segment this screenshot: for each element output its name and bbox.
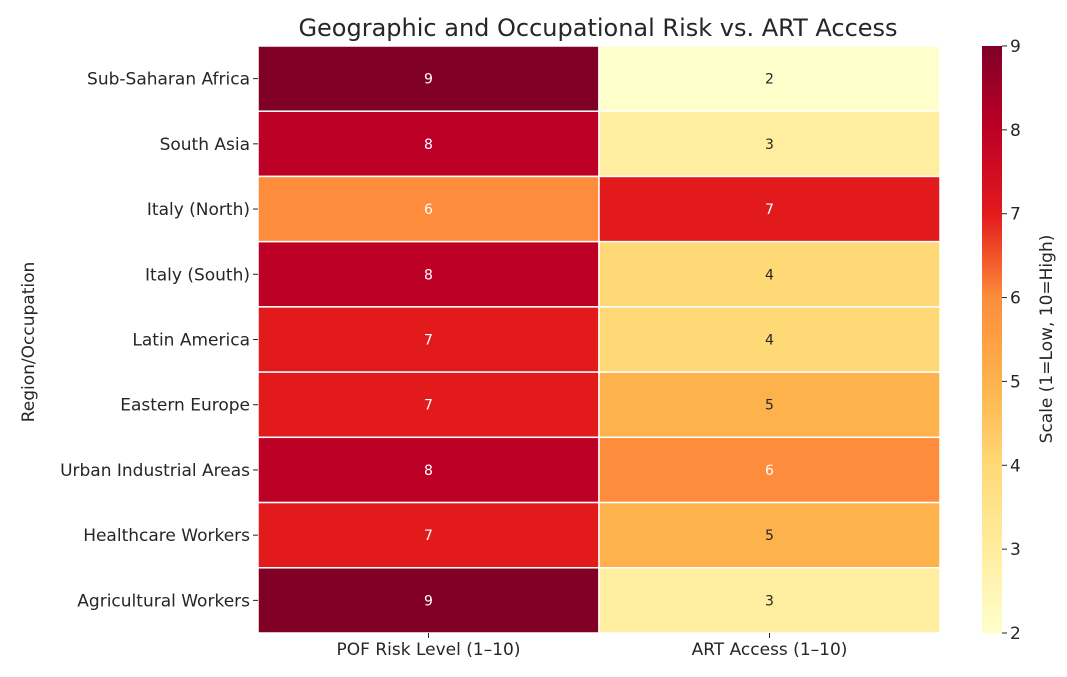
y-axis-label: Region/Occupation <box>19 262 39 423</box>
cell-value-label: 4 <box>765 333 774 349</box>
colorbar-tick-label: 5 <box>1010 372 1021 392</box>
heatmap-cell <box>257 175 600 243</box>
row-label: South Asia <box>160 135 250 155</box>
cell-value-label: 2 <box>765 72 774 88</box>
row-label: Italy (North) <box>147 200 250 220</box>
cell-value-label: 9 <box>424 593 433 609</box>
cell-value-label: 8 <box>424 137 433 153</box>
chart-title: Geographic and Occupational Risk vs. ART… <box>298 14 897 42</box>
cell-value-label: 7 <box>765 202 774 218</box>
cell-value-label: 7 <box>424 333 433 349</box>
colorbar-gradient <box>982 46 1002 633</box>
row-labels: Sub-Saharan Africa South Asia Italy (North… <box>60 70 258 611</box>
row-label: Urban Industrial Areas <box>60 461 250 481</box>
cell-value-label: 6 <box>765 463 774 479</box>
colorbar-tick-label: 7 <box>1010 205 1021 225</box>
cell-value-label: 5 <box>765 528 774 544</box>
heatmap-cell <box>257 45 600 112</box>
colorbar: 2 3 4 5 6 7 8 9 <box>982 37 1021 644</box>
heatmap-cell <box>598 45 941 112</box>
heatmap-cell <box>598 567 941 634</box>
colorbar-tick-label: 3 <box>1010 540 1021 560</box>
cell-value-label: 7 <box>424 528 433 544</box>
column-label: POF Risk Level (1–10) <box>337 640 521 660</box>
heatmap-cell <box>598 501 941 569</box>
colorbar-tick-label: 2 <box>1010 624 1021 644</box>
row-label: Healthcare Workers <box>83 526 250 546</box>
y-axis-label-group: Region/Occupation <box>19 262 39 423</box>
colorbar-label: Scale (1=Low, 10=High) <box>1037 235 1057 444</box>
cell-value-label: 7 <box>424 398 433 414</box>
heatmap-cell <box>598 175 941 243</box>
row-label: Latin America <box>132 331 250 351</box>
cell-value-label: 8 <box>424 267 433 283</box>
colorbar-tick-label: 4 <box>1010 456 1021 476</box>
heatmap-cell <box>598 110 941 178</box>
cell-value-label: 9 <box>424 72 433 88</box>
row-label: Italy (South) <box>145 265 250 285</box>
cell-value-label: 5 <box>765 398 774 414</box>
row-label: Sub-Saharan Africa <box>87 70 250 90</box>
heatmap-cell <box>257 110 600 178</box>
cell-value-label: 3 <box>765 137 774 153</box>
heatmap-cell <box>257 436 600 504</box>
colorbar-tick-label: 6 <box>1010 289 1021 309</box>
colorbar-tick-label: 9 <box>1010 37 1021 57</box>
heatmap-cell <box>598 371 941 439</box>
cell-value-label: 3 <box>765 593 774 609</box>
cell-value-label: 8 <box>424 463 433 479</box>
colorbar-label-group: Scale (1=Low, 10=High) <box>1037 235 1057 444</box>
heatmap-cell <box>598 436 941 504</box>
column-labels: POF Risk Level (1–10) ART Access (1–10) <box>337 633 848 660</box>
heatmap-cells: 9 2 8 3 6 7 8 4 7 4 7 5 8 6 7 5 9 3 <box>257 45 941 634</box>
heatmap-cell <box>598 240 941 308</box>
row-label: Eastern Europe <box>120 396 250 416</box>
heatmap-cell <box>598 306 941 373</box>
column-label: ART Access (1–10) <box>692 640 848 660</box>
cell-value-label: 6 <box>424 202 433 218</box>
row-label: Agricultural Workers <box>77 591 250 611</box>
cell-value-label: 4 <box>765 267 774 283</box>
colorbar-tick-label: 8 <box>1010 121 1021 141</box>
